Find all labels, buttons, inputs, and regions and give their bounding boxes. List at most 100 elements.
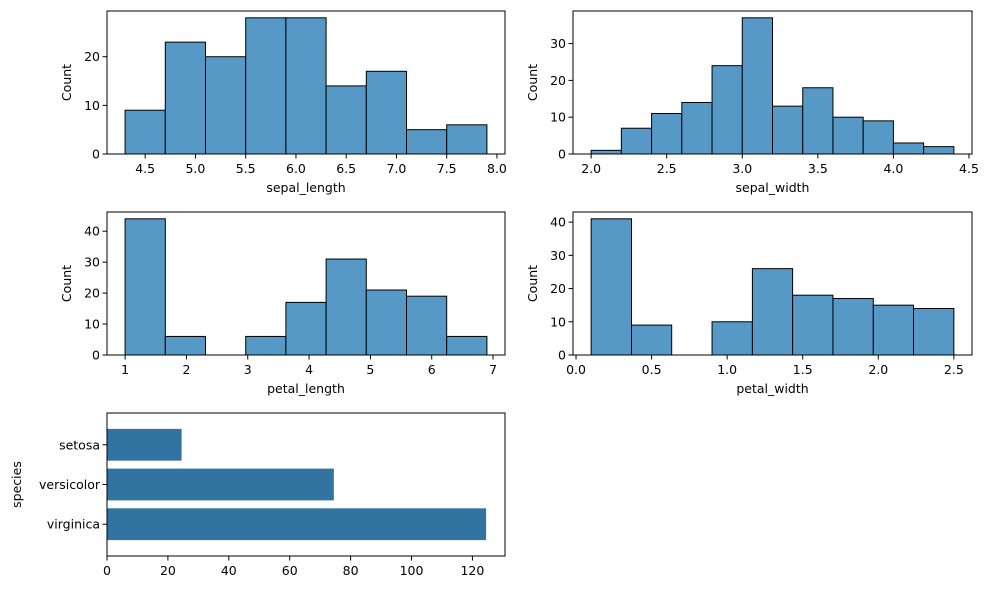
y-tick-label: 30 <box>84 255 100 270</box>
histogram-bar-1 <box>590 149 622 155</box>
axes-frame <box>572 211 973 356</box>
category-label: versicolor <box>39 477 101 492</box>
category-label: setosa <box>59 437 100 452</box>
y-axis-label: Count <box>59 64 74 101</box>
y-axis-label: Count <box>525 265 540 302</box>
x-tick-label: 2.0 <box>581 161 601 176</box>
x-tick-label: 100 <box>400 563 424 578</box>
x-tick-label: 5.0 <box>185 161 205 176</box>
histogram-bar-8 <box>406 295 448 356</box>
y-tick-label: 10 <box>84 317 100 332</box>
x-tick-label: 7.5 <box>437 161 457 176</box>
histogram-bar-9 <box>913 308 955 356</box>
x-tick-label: 4.5 <box>135 161 155 176</box>
y-tick-label: 30 <box>550 36 566 51</box>
y-tick-label: 0 <box>558 348 566 363</box>
histogram-bar-10 <box>862 120 894 155</box>
x-tick-label: 2.5 <box>657 161 677 176</box>
y-tick-label: 10 <box>550 110 566 125</box>
histogram-bar-8 <box>802 87 834 155</box>
histogram-bar-1 <box>124 109 166 155</box>
y-axis-label: Count <box>59 265 74 302</box>
histogram-bar-4 <box>245 17 287 155</box>
chart-panel-4: 0 10 20 30 40 0.0 0.5 1.0 1.5 2.0 2.5 petal_width Co… <box>525 211 973 396</box>
x-axis-label: petal_length <box>267 381 345 396</box>
species-bar-virginica <box>107 508 487 541</box>
x-tick-label: 2.5 <box>944 362 964 377</box>
x-tick-label: 3.0 <box>732 161 752 176</box>
x-tick-label: 0 <box>103 563 111 578</box>
histogram-bar-9 <box>446 335 488 356</box>
axes-frame <box>572 10 973 155</box>
histogram-bar-3 <box>651 113 683 155</box>
x-tick-label: 80 <box>343 563 359 578</box>
chart-panel-5: setosa versicolor virginica 0 20 40 60 80 100 120… <box>9 412 506 578</box>
y-tick-label: 40 <box>550 215 566 230</box>
histogram-bar-12 <box>923 146 955 155</box>
histogram-bar-7 <box>365 70 407 155</box>
histogram-bar-8 <box>406 129 448 155</box>
histogram-bar-2 <box>164 41 206 155</box>
histogram-bar-4 <box>711 321 753 356</box>
histogram-bar-9 <box>832 116 864 155</box>
histogram-bar-4 <box>245 335 287 356</box>
y-tick-label: 0 <box>92 348 100 363</box>
x-tick-label: 0.0 <box>566 362 586 377</box>
x-tick-label: 3.5 <box>808 161 828 176</box>
histogram-bar-5 <box>751 268 794 356</box>
x-tick-label: 4.0 <box>883 161 903 176</box>
y-tick-label: 20 <box>84 286 100 301</box>
x-tick-label: 4 <box>305 362 313 377</box>
y-axis-label: species <box>9 461 24 508</box>
x-tick-label: 20 <box>160 563 176 578</box>
x-tick-label: 3 <box>244 362 252 377</box>
histogram-bar-7 <box>772 105 804 155</box>
histogram-bar-3 <box>204 56 247 155</box>
category-label: virginica <box>47 517 100 532</box>
x-tick-label: 120 <box>460 563 484 578</box>
axes-frame <box>106 412 506 557</box>
y-tick-label: 20 <box>550 73 566 88</box>
histogram-bar-8 <box>872 304 915 356</box>
y-tick-label: 40 <box>84 224 100 239</box>
x-tick-label: 6 <box>428 362 436 377</box>
x-tick-label: 7.0 <box>387 161 407 176</box>
y-tick-label: 0 <box>92 147 100 162</box>
species-bar-setosa <box>107 428 182 461</box>
histogram-bar-9 <box>446 124 488 155</box>
histogram-bar-11 <box>892 142 925 155</box>
axes-frame <box>106 211 506 356</box>
x-axis-label: sepal_length <box>266 180 345 195</box>
x-tick-label: 0.5 <box>642 362 662 377</box>
histogram-bar-6 <box>325 258 367 356</box>
chart-panel-1: 0 10 20 4.5 5.0 5.5 6.0 6.5 7.0 7.5 8.0 sepal_lengt… <box>59 10 507 195</box>
histogram-bar-1 <box>124 218 166 356</box>
histogram-bar-1 <box>590 218 632 356</box>
x-tick-label: 40 <box>221 563 237 578</box>
histogram-bar-2 <box>630 324 673 356</box>
x-tick-label: 5 <box>366 362 374 377</box>
histogram-bar-2 <box>164 335 206 356</box>
histogram-bar-2 <box>620 127 653 155</box>
histogram-bar-5 <box>711 65 743 155</box>
histogram-bar-6 <box>325 85 367 155</box>
histogram-bar-7 <box>365 289 408 356</box>
histogram-bar-7 <box>832 298 874 356</box>
x-tick-label: 6.5 <box>336 161 356 176</box>
histogram-bar-6 <box>792 294 834 356</box>
histogram-bar-5 <box>285 301 327 356</box>
x-tick-label: 4.5 <box>959 161 979 176</box>
x-tick-label: 2 <box>182 362 190 377</box>
histogram-bar-5 <box>285 17 327 155</box>
y-axis-label: Count <box>525 64 540 101</box>
x-tick-label: 5.5 <box>236 161 256 176</box>
x-tick-label: 1.0 <box>717 362 737 377</box>
histogram-bar-4 <box>681 101 713 155</box>
x-tick-label: 60 <box>282 563 298 578</box>
x-axis-label: sepal_width <box>736 180 810 195</box>
y-tick-label: 10 <box>550 314 566 329</box>
x-tick-label: 7 <box>489 362 497 377</box>
y-tick-label: 0 <box>558 147 566 162</box>
y-tick-label: 10 <box>84 98 100 113</box>
